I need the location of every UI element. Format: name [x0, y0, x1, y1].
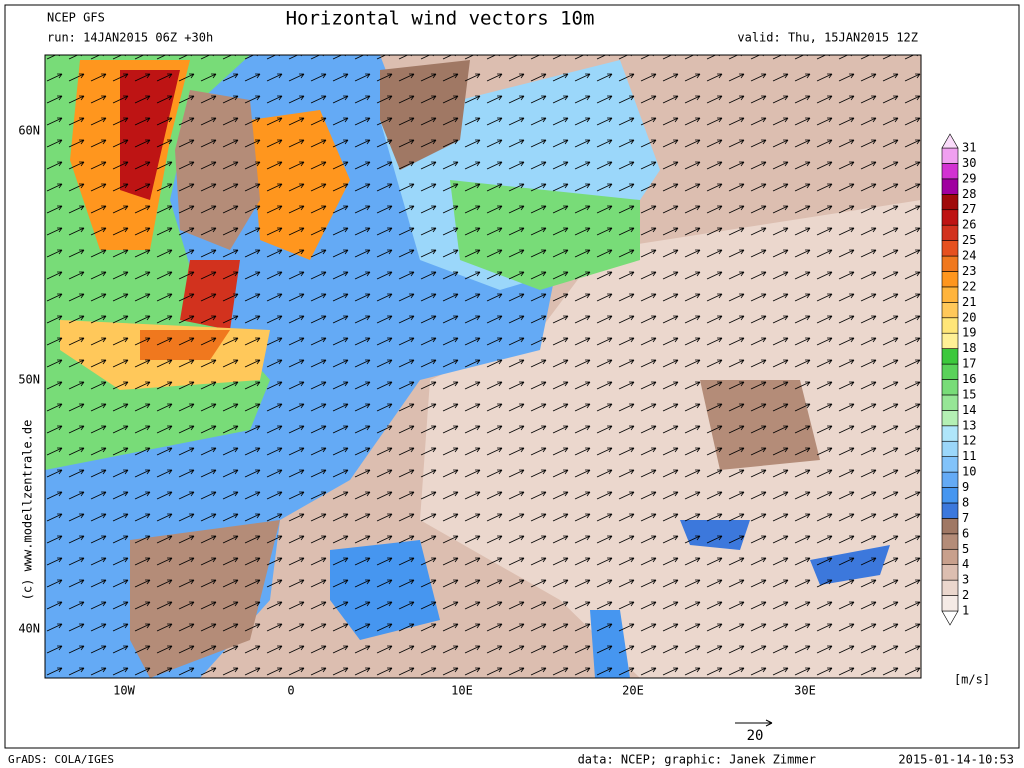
- watermark: (c) www.modellzentrale.de: [21, 420, 35, 601]
- colorbar-box: [941, 348, 959, 365]
- unit: [m/s]: [954, 673, 990, 687]
- colorbar-box: [941, 456, 959, 473]
- colorbar-box: [941, 363, 959, 380]
- colorbar-box: [941, 425, 959, 442]
- colorbar-label: 12: [962, 434, 976, 448]
- colorbar-label: 26: [962, 218, 976, 232]
- colorbar-label: 15: [962, 387, 976, 401]
- colorbar-box: [941, 302, 959, 319]
- colorbar-box: [941, 502, 959, 519]
- lat-label: 60N: [18, 124, 40, 138]
- lon-label: 20E: [622, 684, 644, 698]
- model: NCEP GFS: [47, 11, 105, 25]
- software: GrADS: COLA/IGES: [8, 753, 114, 766]
- colorbar-box: [941, 147, 959, 164]
- colorbar-box: [941, 518, 959, 535]
- colorbar-label: 1: [962, 604, 969, 618]
- lon-label: 30E: [794, 684, 816, 698]
- colorbar-label: 22: [962, 279, 976, 293]
- valid: valid: Thu, 15JAN2015 12Z: [737, 31, 918, 45]
- colorbar-label: 7: [962, 511, 969, 525]
- colorbar-label: 2: [962, 588, 969, 602]
- colorbar-label: 10: [962, 465, 976, 479]
- colorbar-label: 30: [962, 156, 976, 170]
- colorbar-box: [941, 410, 959, 427]
- colorbar-label: 24: [962, 249, 976, 263]
- colorbar-box: [941, 209, 959, 226]
- colorbar-label: 25: [962, 233, 976, 247]
- colorbar-box: [941, 255, 959, 272]
- colorbar-label: 3: [962, 573, 969, 587]
- timestamp: 2015-01-14-10:53: [898, 753, 1014, 767]
- colorbar-box: [941, 548, 959, 565]
- colorbar-box: [941, 564, 959, 581]
- colorbar-label: 8: [962, 495, 969, 509]
- colorbar-label: 18: [962, 341, 976, 355]
- colorbar-label: 20: [962, 310, 976, 324]
- colorbar-label: 29: [962, 171, 976, 185]
- colorbar-box: [941, 533, 959, 550]
- lat-label: 40N: [18, 622, 40, 636]
- lon-label: 10W: [113, 684, 135, 698]
- colorbar: 1234567891011121314151617181920212223242…: [941, 133, 976, 626]
- colorbar-label: 19: [962, 326, 976, 340]
- colorbar-label: 4: [962, 557, 969, 571]
- colorbar-label: 6: [962, 526, 969, 540]
- lat-label: 50N: [18, 373, 40, 387]
- credit: data: NCEP; graphic: Janek Zimmer: [578, 753, 816, 767]
- colorbar-box: [941, 487, 959, 504]
- colorbar-label: 17: [962, 357, 976, 371]
- colorbar-box: [941, 224, 959, 241]
- colorbar-label: 5: [962, 542, 969, 556]
- colorbar-label: 28: [962, 187, 976, 201]
- colorbar-label: 14: [962, 403, 976, 417]
- frame: [4, 4, 1020, 749]
- colorbar-box: [941, 471, 959, 488]
- colorbar-label: 9: [962, 480, 969, 494]
- colorbar-label: 16: [962, 372, 976, 386]
- colorbar-box: [941, 579, 959, 596]
- colorbar-box: [941, 394, 959, 411]
- lon-label: 10E: [451, 684, 473, 698]
- colorbar-box: [941, 286, 959, 303]
- colorbar-label: 21: [962, 295, 976, 309]
- colorbar-end: [941, 610, 959, 626]
- colorbar-label: 31: [962, 141, 976, 155]
- colorbar-label: 27: [962, 202, 976, 216]
- colorbar-box: [941, 240, 959, 257]
- colorbar-box: [941, 194, 959, 211]
- reference-arrow: [735, 719, 773, 727]
- colorbar-box: [941, 178, 959, 195]
- colorbar-box: [941, 379, 959, 396]
- colorbar-box: [941, 271, 959, 288]
- reference-label: 20: [747, 728, 764, 744]
- colorbar-label: 11: [962, 449, 976, 463]
- lon-label: 0: [287, 684, 294, 698]
- colorbar-box: [941, 440, 959, 457]
- colorbar-label: 23: [962, 264, 976, 278]
- colorbar-box: [941, 163, 959, 180]
- run: run: 14JAN2015 06Z +30h: [47, 31, 213, 45]
- colorbar-end: [941, 133, 959, 149]
- colorbar-box: [941, 317, 959, 334]
- title: Horizontal wind vectors 10m: [286, 8, 595, 30]
- map-border: [44, 54, 922, 679]
- colorbar-label: 13: [962, 418, 976, 432]
- colorbar-box: [941, 595, 959, 612]
- colorbar-box: [941, 332, 959, 349]
- map: [45, 55, 921, 678]
